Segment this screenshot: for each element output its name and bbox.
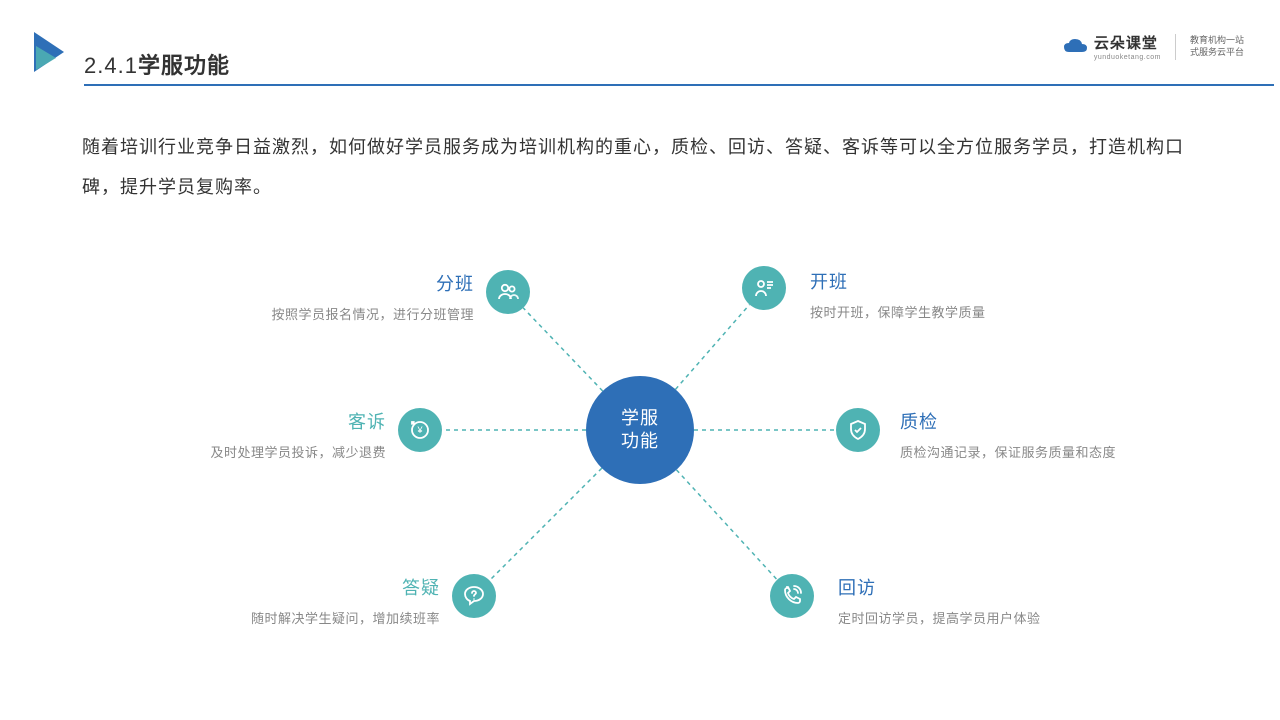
spoke-node-kaiban — [742, 266, 786, 310]
brand-domain: yunduoketang.com — [1094, 54, 1161, 61]
refund-icon: ¥ — [408, 418, 432, 442]
spoke-label-dayi: 答疑随时解决学生疑问，增加续班率 — [180, 574, 440, 627]
question-icon — [462, 584, 486, 608]
tagline-line1: 教育机构一站 — [1190, 35, 1244, 47]
spoke-label-huifang: 回访定时回访学员，提高学员用户体验 — [838, 574, 1158, 627]
spoke-label-zhijian: 质检质检沟通记录，保证服务质量和态度 — [900, 408, 1220, 461]
section-title: 学服功能 — [138, 53, 230, 78]
shield-icon — [846, 418, 870, 442]
brand-tagline: 教育机构一站 式服务云平台 — [1190, 35, 1244, 58]
spoke-title: 客诉 — [136, 408, 386, 434]
spoke-title: 质检 — [900, 408, 1220, 434]
spoke-label-kesu: 客诉及时处理学员投诉，减少退费 — [136, 408, 386, 461]
section-heading: 2.4.1学服功能 — [84, 48, 230, 80]
hub-label: 学服 功能 — [621, 407, 659, 454]
tagline-line2: 式服务云平台 — [1190, 47, 1244, 59]
spoke-title: 回访 — [838, 574, 1158, 600]
cloud-icon — [1062, 38, 1088, 56]
spoke-line — [676, 305, 750, 390]
section-number: 2.4.1 — [84, 53, 138, 78]
spoke-line — [490, 468, 602, 580]
logo-divider — [1175, 34, 1176, 60]
diagram-hub: 学服 功能 — [586, 376, 694, 484]
svg-text:¥: ¥ — [416, 425, 423, 435]
brand-name: 云朵课堂 — [1094, 32, 1161, 53]
spoke-desc: 定时回访学员，提高学员用户体验 — [838, 608, 1158, 627]
spoke-title: 分班 — [224, 270, 474, 296]
brand-logo: 云朵课堂 yunduoketang.com — [1062, 32, 1161, 61]
spoke-line — [676, 470, 777, 580]
header-play-icon — [34, 32, 68, 72]
spoke-desc: 质检沟通记录，保证服务质量和态度 — [900, 442, 1220, 461]
spoke-title: 答疑 — [180, 574, 440, 600]
radial-diagram: 学服 功能 分班按照学员报名情况，进行分班管理 开班按时开班，保障学生教学质量 ¥ 客… — [0, 240, 1280, 700]
spoke-node-fenban — [486, 270, 530, 314]
teacher-icon — [752, 276, 776, 300]
spoke-desc: 按照学员报名情况，进行分班管理 — [224, 304, 474, 323]
spoke-desc: 及时处理学员投诉，减少退费 — [136, 442, 386, 461]
spoke-title: 开班 — [810, 268, 1110, 294]
intro-paragraph: 随着培训行业竞争日益激烈，如何做好学员服务成为培训机构的重心，质检、回访、答疑、… — [82, 128, 1220, 207]
spoke-node-kesu: ¥ — [398, 408, 442, 452]
spoke-node-dayi — [452, 574, 496, 618]
spoke-desc: 按时开班，保障学生教学质量 — [810, 302, 1110, 321]
spoke-line — [523, 308, 602, 391]
spoke-label-fenban: 分班按照学员报名情况，进行分班管理 — [224, 270, 474, 323]
brand-logo-area: 云朵课堂 yunduoketang.com 教育机构一站 式服务云平台 — [1062, 32, 1244, 61]
spoke-desc: 随时解决学生疑问，增加续班率 — [180, 608, 440, 627]
spoke-node-huifang — [770, 574, 814, 618]
hub-label-line1: 学服 — [621, 408, 659, 428]
users-icon — [496, 280, 520, 304]
hub-label-line2: 功能 — [621, 431, 659, 451]
header-underline — [84, 84, 1274, 86]
spoke-node-zhijian — [836, 408, 880, 452]
spoke-label-kaiban: 开班按时开班，保障学生教学质量 — [810, 268, 1110, 321]
phone-icon — [780, 584, 804, 608]
